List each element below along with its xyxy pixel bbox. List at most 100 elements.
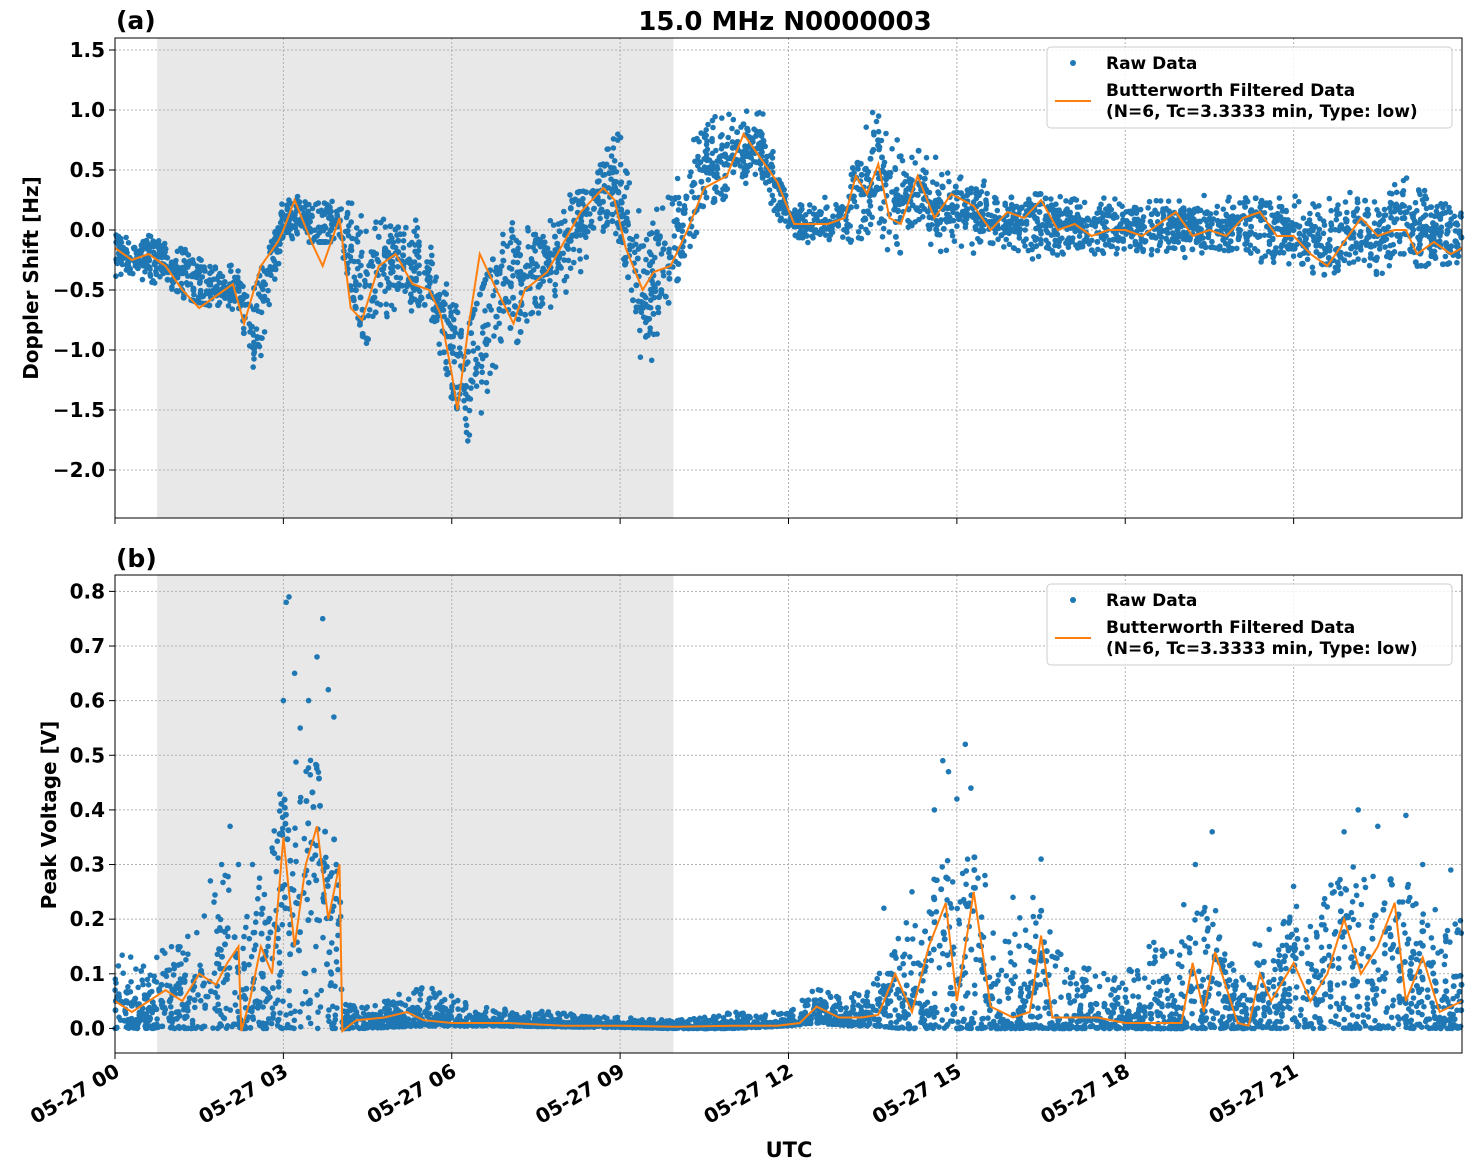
raw-data-point — [1230, 967, 1237, 973]
raw-data-point — [547, 277, 553, 284]
raw-data-point — [1248, 250, 1254, 256]
raw-data-point — [466, 407, 473, 414]
raw-data-point — [726, 111, 732, 118]
raw-data-point — [1242, 231, 1249, 238]
raw-data-point — [907, 219, 913, 226]
raw-data-point — [645, 332, 651, 339]
raw-data-point — [274, 248, 281, 255]
raw-data-point — [988, 212, 994, 219]
raw-data-point — [1156, 230, 1163, 237]
raw-data-point — [665, 194, 672, 201]
raw-data-point — [216, 279, 223, 286]
raw-data-point — [448, 993, 455, 999]
raw-data-point — [426, 278, 433, 285]
raw-data-point — [236, 287, 242, 293]
raw-data-point — [1361, 239, 1368, 246]
raw-data-point — [847, 223, 853, 229]
raw-data-point — [601, 162, 608, 169]
raw-data-point — [272, 229, 279, 236]
raw-data-point — [1182, 254, 1188, 261]
raw-data-point — [1447, 939, 1453, 945]
raw-data-point — [530, 231, 537, 238]
raw-data-point — [1026, 968, 1032, 975]
raw-data-point — [293, 759, 299, 765]
raw-data-point — [510, 259, 517, 266]
raw-data-point — [272, 276, 278, 282]
raw-data-point — [1393, 207, 1399, 213]
raw-data-point — [661, 240, 668, 247]
raw-data-point — [426, 266, 433, 273]
raw-data-point — [1198, 242, 1205, 249]
raw-data-point — [522, 264, 529, 270]
raw-data-point — [1379, 270, 1385, 277]
raw-data-point — [1445, 228, 1451, 235]
raw-data-point — [985, 1015, 991, 1021]
raw-data-point — [1258, 1017, 1264, 1024]
raw-data-point — [886, 229, 892, 235]
raw-data-point — [637, 327, 643, 334]
raw-data-point — [139, 276, 146, 283]
raw-data-point — [184, 264, 191, 271]
raw-data-point — [1416, 220, 1422, 226]
raw-data-point — [893, 192, 900, 199]
raw-data-point — [762, 179, 769, 186]
raw-data-point — [1189, 246, 1196, 253]
raw-data-point — [377, 281, 384, 288]
raw-data-point — [455, 353, 462, 359]
raw-data-point — [1180, 246, 1186, 253]
raw-data-point — [211, 970, 218, 976]
raw-data-point — [1321, 271, 1328, 278]
raw-data-point — [648, 251, 654, 258]
raw-data-point — [1003, 973, 1010, 979]
raw-data-point — [390, 244, 396, 250]
raw-data-point — [602, 223, 608, 230]
raw-data-point — [1375, 967, 1381, 973]
raw-data-point — [536, 281, 543, 288]
raw-data-point — [1412, 199, 1419, 206]
raw-data-point — [144, 246, 151, 253]
raw-data-point — [970, 250, 977, 256]
raw-data-point — [1417, 191, 1423, 198]
raw-data-point — [147, 271, 153, 278]
raw-data-point — [1390, 1025, 1396, 1032]
raw-data-point — [380, 266, 387, 272]
raw-data-point — [1210, 216, 1217, 222]
raw-data-point — [730, 169, 737, 176]
raw-data-point — [484, 388, 491, 395]
raw-data-point — [183, 957, 189, 963]
raw-data-point — [970, 214, 977, 221]
raw-data-point — [355, 258, 361, 265]
raw-data-point — [799, 997, 806, 1004]
raw-data-point — [705, 177, 712, 183]
raw-data-point — [447, 323, 454, 329]
raw-data-point — [1395, 1021, 1402, 1028]
raw-data-point — [342, 228, 349, 235]
raw-data-point — [479, 330, 486, 336]
raw-data-point — [704, 138, 710, 144]
raw-data-point — [1428, 204, 1435, 210]
raw-data-point — [934, 221, 941, 228]
raw-data-point — [740, 121, 747, 128]
raw-data-point — [1344, 225, 1351, 231]
raw-data-point — [1254, 248, 1261, 254]
raw-data-point — [1376, 228, 1383, 235]
raw-data-point — [894, 137, 900, 143]
raw-data-point — [1141, 975, 1148, 981]
raw-data-point — [1191, 206, 1198, 213]
raw-data-point — [246, 935, 253, 942]
raw-data-point — [1273, 245, 1279, 251]
raw-data-point — [1169, 236, 1176, 242]
raw-data-point — [277, 1010, 283, 1016]
raw-data-point — [764, 172, 771, 179]
raw-data-point — [629, 236, 636, 243]
raw-data-point — [155, 238, 162, 244]
raw-data-point — [541, 244, 548, 251]
raw-data-point — [891, 206, 898, 213]
raw-data-point — [895, 935, 902, 942]
raw-data-point — [777, 217, 783, 224]
raw-data-point — [1406, 205, 1413, 211]
raw-data-point — [1150, 232, 1157, 239]
raw-data-point — [1101, 1003, 1107, 1010]
raw-data-point — [387, 223, 394, 230]
raw-data-point — [1033, 920, 1039, 926]
